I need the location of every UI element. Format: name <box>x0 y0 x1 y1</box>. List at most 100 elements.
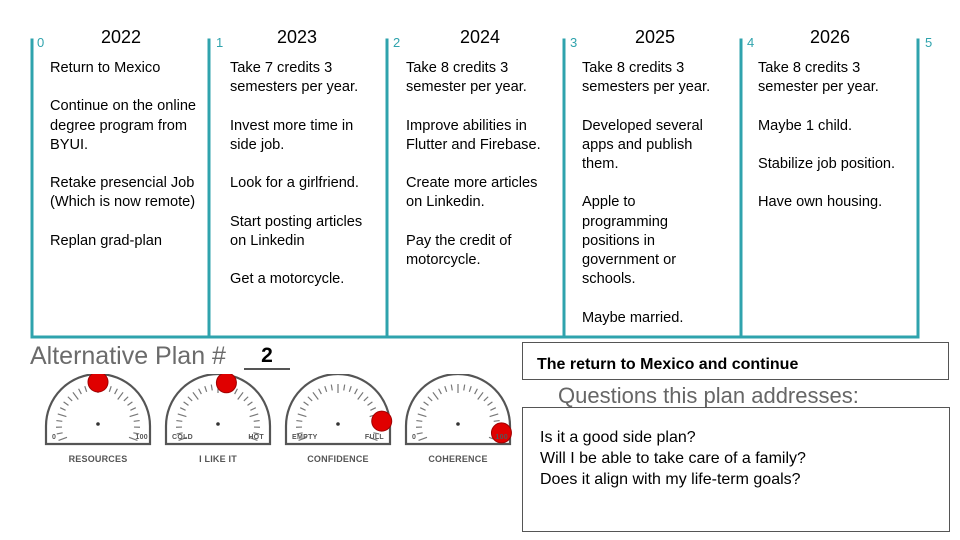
gauge-tick <box>63 401 69 406</box>
plan-heading: Alternative Plan # <box>30 342 226 370</box>
year-label: 2025 <box>634 27 676 47</box>
timeline-item: Maybe 1 child. <box>758 117 853 134</box>
gauge-tick <box>343 384 346 391</box>
gauge-resources: 0 100 RESOURCES <box>38 374 158 466</box>
gauge-tick <box>176 419 183 422</box>
timeline-column-2024: Take 8 credits 3 semester per year. Impr… <box>406 59 551 289</box>
plan-title-box[interactable]: The return to Mexico and continue <box>522 342 949 380</box>
gauge-center <box>96 422 100 426</box>
gauge-tick <box>312 391 319 400</box>
timeline-item: Take 8 credits 3 semester per year. <box>406 60 527 96</box>
gauge-tick <box>474 388 478 395</box>
gauge-tick <box>418 436 428 441</box>
gauge-center <box>456 422 460 426</box>
question-line: Will I be able to take care of a family? <box>540 450 806 467</box>
gauge-tick <box>357 391 364 400</box>
gauge-dial-icon <box>44 374 152 446</box>
gauge-tick <box>307 396 313 402</box>
gauge-outline <box>404 374 512 446</box>
gauge-tick <box>444 385 448 393</box>
gauge-tick <box>487 401 493 406</box>
gauge-label: CONFIDENCE <box>307 454 369 464</box>
gauge-level-marker <box>371 410 393 432</box>
gauge-tick <box>187 396 193 402</box>
gauge-tick <box>303 401 309 406</box>
gauge-max-label: 100 <box>495 434 508 441</box>
gauge-level-marker <box>215 374 237 394</box>
gauge-tick <box>427 396 433 402</box>
tick-number: 2 <box>393 35 401 50</box>
gauge-i-like-it: COLD HOT I LIKE IT <box>158 374 278 466</box>
gauge-tick <box>296 432 303 435</box>
gauge-tick <box>419 407 426 411</box>
gauge-tick <box>198 388 202 395</box>
gauge-tick <box>179 407 186 411</box>
gauge-tick <box>483 396 489 402</box>
gauge-tick <box>368 436 378 441</box>
gauge-label: I LIKE IT <box>199 454 237 464</box>
gauge-tick <box>468 385 472 393</box>
gauge-tick <box>247 401 253 406</box>
gauge-tick <box>67 396 73 402</box>
gauge-tick <box>253 419 260 422</box>
gauge-tick <box>183 401 189 406</box>
tick-number: 1 <box>216 35 224 50</box>
gauge-tick <box>477 391 484 400</box>
timeline-item: Look for a girlfriend. <box>230 175 359 192</box>
timeline-frame <box>30 38 920 339</box>
timeline-column-2025: Take 8 credits 3 semesters per year. Dev… <box>582 59 722 347</box>
gauge-tick <box>192 391 199 400</box>
gauge-dial-icon <box>404 374 512 446</box>
question-line: Does it align with my life-term goals? <box>540 471 801 488</box>
gauge-tick <box>299 407 306 411</box>
gauge-tick <box>249 413 259 418</box>
gauge-tick <box>128 436 138 441</box>
timeline-column-2022: Return to Mexico Continue on the online … <box>50 59 202 270</box>
timeline-item: Get a motorcycle. <box>230 271 345 288</box>
questions-heading: Questions this plan addresses: <box>558 383 859 408</box>
timeline-item: Invest more time in side job. <box>230 117 354 153</box>
plan-number[interactable]: 2 <box>244 344 290 370</box>
timeline-item: Start posting articles on Linkedin <box>230 213 363 249</box>
gauge-min-label: 0 <box>52 434 57 441</box>
gauge-tick <box>463 384 466 391</box>
year-label: 2022 <box>100 27 142 47</box>
timeline-item: Return to Mexico <box>50 60 161 76</box>
gauge-tick <box>348 385 352 393</box>
gauge-center <box>216 422 220 426</box>
timeline-column-2026: Take 8 credits 3 semester per year. Mayb… <box>758 59 908 232</box>
timeline-item: Pay the credit of motorcycle. <box>406 232 512 268</box>
gauge-tick <box>108 385 112 393</box>
gauge-tick <box>117 391 124 400</box>
gauge-tick <box>78 388 82 395</box>
gauge-tick <box>416 432 423 435</box>
gauge-tick <box>204 385 208 393</box>
gauge-outline <box>284 374 392 446</box>
gauge-center <box>336 422 340 426</box>
gauge-tick <box>133 419 140 422</box>
gauge-tick <box>234 388 238 395</box>
questions-box[interactable]: Is it a good side plan? Will I be able t… <box>522 407 950 532</box>
gauge-label: COHERENCE <box>428 454 488 464</box>
gauge-tick <box>296 419 303 422</box>
gauge-tick <box>176 432 183 435</box>
tick-number: 3 <box>570 35 578 50</box>
gauge-tick <box>354 388 358 395</box>
gauge-tick <box>58 436 68 441</box>
gauge-tick <box>59 407 66 411</box>
gauge-tick <box>84 385 88 393</box>
tick-number: 5 <box>925 35 933 50</box>
gauge-tick <box>490 407 497 411</box>
gauge-tick <box>423 401 429 406</box>
timeline-item: Maybe married. <box>582 309 684 326</box>
timeline-item: Take 8 credits 3 semester per year. <box>758 60 879 96</box>
gauge-tick <box>297 413 307 418</box>
gauge-tick <box>489 413 499 418</box>
timeline-column-2023: Take 7 credits 3 semesters per year. Inv… <box>230 59 370 309</box>
year-label: 2026 <box>809 27 851 47</box>
gauge-confidence: EMPTY FULL CONFIDENCE <box>278 374 398 466</box>
gauge-tick <box>298 436 308 441</box>
gauge-tick <box>210 384 213 391</box>
gauge-tick <box>450 384 453 391</box>
gauge-min-label: 0 <box>412 434 417 441</box>
